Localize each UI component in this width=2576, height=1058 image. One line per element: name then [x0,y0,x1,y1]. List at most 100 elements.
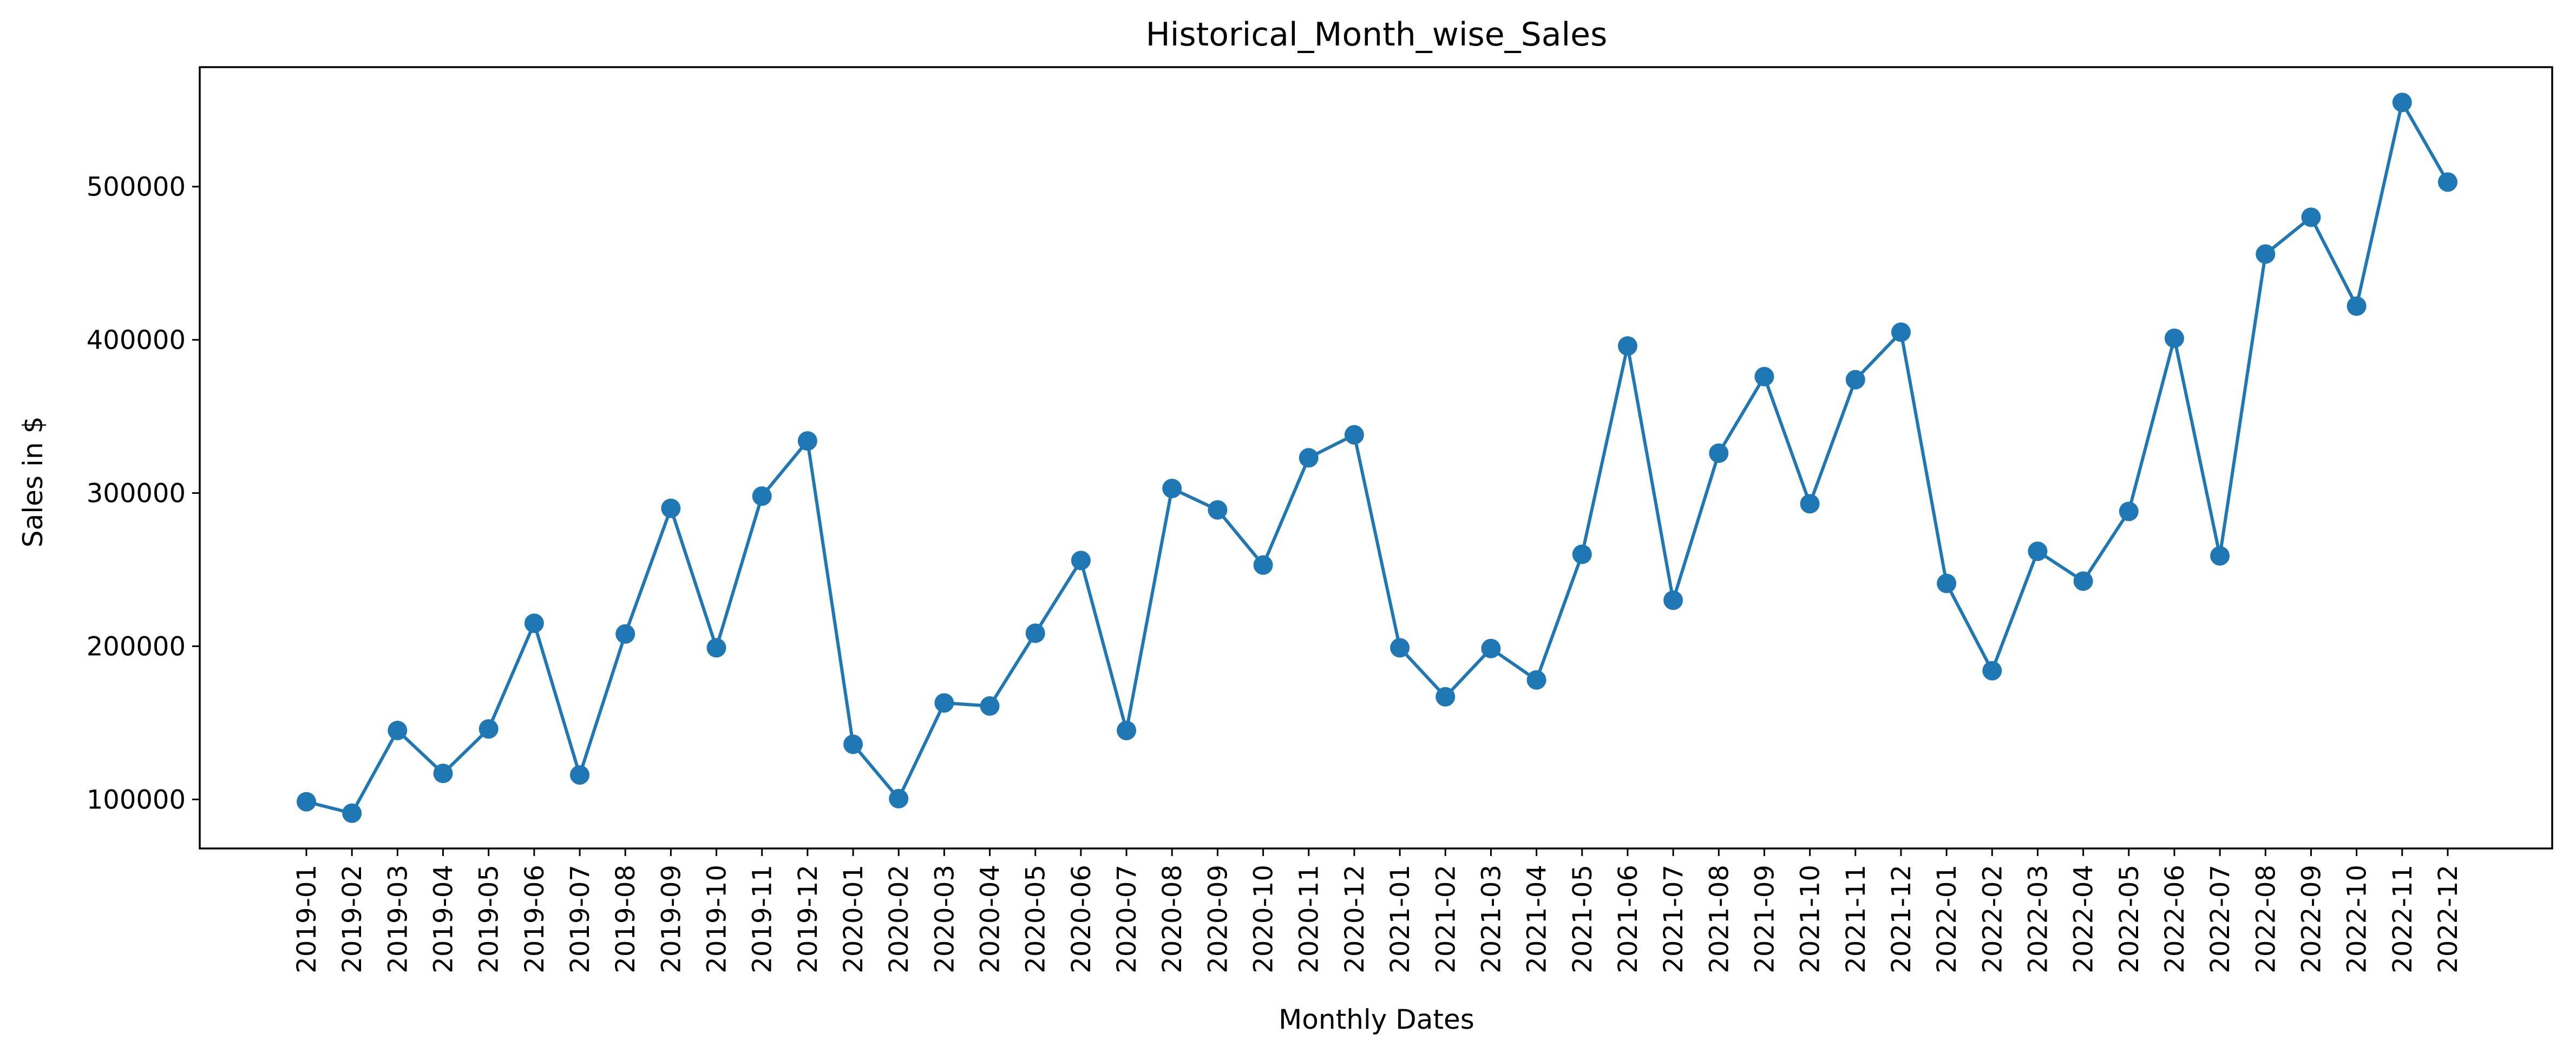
data-point [2028,541,2048,561]
x-tick-label: 2020-09 [1203,865,1233,974]
data-point [433,763,453,783]
x-tick-label: 2019-02 [337,865,368,974]
data-point [1436,687,1456,707]
data-point [1982,661,2002,681]
data-point [2438,172,2457,192]
x-tick-label: 2019-05 [474,865,504,974]
data-point [1800,494,1820,514]
x-axis-label: Monthly Dates [1279,1004,1474,1035]
x-tick-label: 2021-05 [1568,865,1598,974]
x-tick-label: 2022-02 [1977,865,2008,974]
data-point [1344,425,1364,445]
x-tick-label: 2020-11 [1294,865,1325,974]
data-point [1162,479,1182,499]
x-tick-label: 2022-05 [2114,865,2145,974]
y-tick-label: 100000 [87,785,186,815]
data-point [1253,555,1273,575]
data-point [2301,207,2321,227]
data-point [570,765,590,785]
data-point [706,638,726,658]
data-point [1617,336,1637,356]
x-tick-label: 2019-09 [656,865,686,974]
data-point [889,789,909,809]
data-point [342,803,362,823]
data-point [2210,546,2230,566]
x-tick-label: 2020-04 [975,865,1006,974]
x-tick-label: 2022-10 [2342,865,2372,974]
data-point [2073,571,2093,591]
x-tick-label: 2022-04 [2069,865,2099,974]
data-point [1071,551,1091,571]
data-point [752,486,772,506]
x-tick-label: 2021-03 [1476,865,1506,974]
x-tick-label: 2020-07 [1112,865,1142,974]
x-tick-label: 2021-08 [1704,865,1734,974]
data-point [1754,367,1774,387]
x-tick-label: 2022-03 [2023,865,2053,974]
data-point [1709,443,1729,463]
x-tick-label: 2021-07 [1659,865,1689,974]
x-tick-label: 2019-01 [292,865,322,974]
x-tick-label: 2021-06 [1613,865,1643,974]
x-tick-label: 2020-01 [838,865,869,974]
x-tick-label: 2020-12 [1340,865,1370,974]
x-tick-label: 2022-09 [2296,865,2326,974]
data-point [1208,500,1228,520]
data-point [980,696,1000,716]
data-point [1481,638,1501,658]
x-tick-label: 2022-12 [2433,865,2463,974]
x-tick-label: 2020-03 [929,865,960,974]
y-tick-label: 500000 [87,172,186,203]
series-line [306,101,2449,815]
data-point [2392,93,2412,113]
x-tick-label: 2020-10 [1249,865,1279,974]
data-point [1937,573,1957,593]
data-point [479,719,499,739]
data-point [1845,370,1865,390]
x-tick-label: 2020-08 [1157,865,1188,974]
data-point [1117,721,1137,741]
x-tick-label: 2021-12 [1886,865,1917,974]
y-tick-label: 300000 [87,479,186,509]
data-series [297,93,2457,823]
x-axis-ticks: 2019-01 2019-02 2019-03 2019-04 2019-05 2019-… [292,848,2463,974]
data-point [2119,501,2139,521]
x-tick-label: 2021-04 [1522,865,1552,974]
y-axis-ticks: 100000 200000 300000 400000 500000 [87,172,200,815]
x-tick-label: 2022-01 [1932,865,1962,974]
x-tick-label: 2022-07 [2205,865,2236,974]
x-tick-label: 2021-01 [1385,865,1415,974]
chart-title: Historical_Month_wise_Sales [1146,16,1608,54]
x-tick-label: 2019-12 [793,865,823,974]
x-tick-label: 2019-08 [611,865,641,974]
x-tick-label: 2022-11 [2388,865,2418,974]
x-tick-label: 2019-06 [520,865,550,974]
data-point [388,721,408,741]
data-point [1572,544,1592,564]
data-point [2346,296,2367,316]
data-point [1526,670,1546,690]
x-tick-label: 2019-03 [383,865,413,974]
x-tick-label: 2020-06 [1066,865,1097,974]
y-tick-label: 200000 [87,632,186,662]
data-point [1025,623,1045,643]
data-point [661,498,681,518]
x-tick-label: 2020-02 [884,865,914,974]
x-tick-label: 2021-09 [1749,865,1780,974]
x-tick-label: 2019-04 [429,865,459,974]
data-point [1299,448,1319,468]
y-axis-label: Sales in $ [17,416,49,547]
data-point [1390,638,1410,658]
data-point [1891,322,1911,342]
x-tick-label: 2022-08 [2251,865,2281,974]
data-point [934,693,954,713]
data-point [1663,590,1683,610]
data-point [2164,328,2184,348]
x-tick-label: 2019-10 [702,865,732,974]
x-tick-label: 2022-06 [2160,865,2190,974]
x-tick-label: 2019-07 [565,865,595,974]
y-tick-label: 400000 [87,325,186,356]
x-tick-label: 2021-10 [1795,865,1826,974]
data-point [2256,244,2276,264]
data-point [297,792,316,812]
